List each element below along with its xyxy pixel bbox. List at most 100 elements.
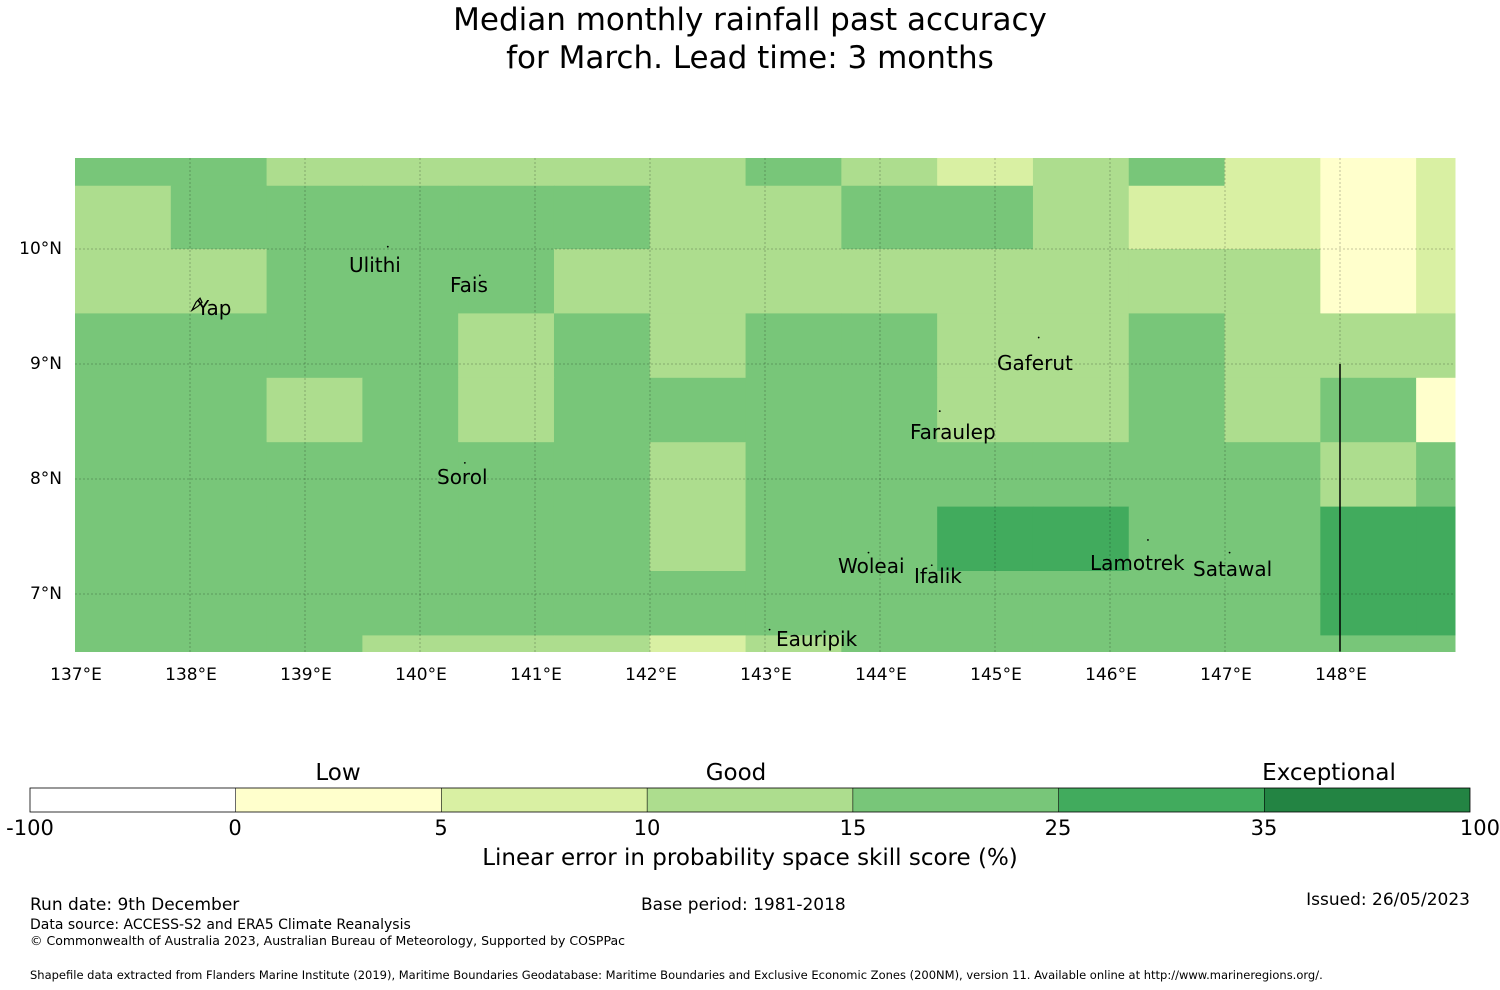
grid-cell <box>266 506 363 572</box>
skill-grid <box>75 158 1456 652</box>
grid-cell <box>458 377 555 443</box>
grid-cell <box>458 249 555 314</box>
grid-cell <box>362 313 459 379</box>
grid-cell <box>841 635 938 652</box>
grid-cell <box>266 249 363 314</box>
grid-cell <box>170 313 268 379</box>
lon-label-139e: 139°E <box>280 665 332 685</box>
grid-cell <box>1416 313 1456 379</box>
grid-cell <box>1224 185 1321 250</box>
grid-cell <box>1128 377 1226 443</box>
grid-cell <box>745 158 842 187</box>
grid-cell <box>1320 313 1417 379</box>
grid-cell <box>649 158 747 187</box>
grid-cell <box>266 442 363 508</box>
grid-cell <box>458 185 555 250</box>
grid-cell <box>553 249 651 314</box>
grid-cell <box>1032 313 1130 379</box>
island-marker <box>478 274 481 277</box>
grid-cell <box>75 506 172 572</box>
lon-label-138e: 138°E <box>165 665 217 685</box>
grid-cell <box>458 158 555 187</box>
place-label-fais: Fais <box>450 273 488 297</box>
grid-cell <box>75 635 172 652</box>
grid-cell <box>458 635 555 652</box>
colorbar-swatch <box>647 788 853 812</box>
island-marker <box>1037 336 1040 339</box>
grid-cell <box>937 506 1034 572</box>
base-period: Base period: 1981-2018 <box>641 895 846 915</box>
grid-cell <box>362 249 459 314</box>
grid-cell <box>745 249 842 314</box>
grid-cell <box>1032 249 1130 314</box>
grid-cell <box>362 442 459 508</box>
grid-cell <box>745 571 842 636</box>
lon-label-143e: 143°E <box>740 665 792 685</box>
category-exceptional-label: Exceptional <box>1262 760 1396 786</box>
grid-cell <box>841 158 938 187</box>
issued-date: Issued: 26/05/2023 <box>1306 890 1470 910</box>
lon-label-141e: 141°E <box>510 665 562 685</box>
lon-label-148e: 148°E <box>1315 665 1367 685</box>
place-label-ifalik: Ifalik <box>914 564 962 588</box>
lon-label-146e: 146°E <box>1085 665 1137 685</box>
grid-cell <box>649 571 747 636</box>
grid-cell <box>553 635 651 652</box>
shapefile-credit: Shapefile data extracted from Flanders M… <box>30 968 1323 982</box>
colorbar-tick: 25 <box>1044 816 1072 840</box>
place-label-satawal: Satawal <box>1193 557 1273 581</box>
lat-label-9n: 9°N <box>29 354 62 374</box>
island-marker <box>867 551 870 554</box>
grid-cell <box>1224 506 1321 572</box>
grid-cell <box>553 377 651 443</box>
grid-cell <box>1224 249 1321 314</box>
grid-cell <box>1032 506 1130 572</box>
grid-cell <box>841 249 938 314</box>
grid-cell <box>1224 442 1321 508</box>
grid-cell <box>458 442 555 508</box>
lat-label-8n: 8°N <box>29 469 62 489</box>
island-outlines <box>190 245 1231 631</box>
colorbar-swatch <box>30 788 236 812</box>
copyright: © Commonwealth of Australia 2023, Austra… <box>30 933 625 948</box>
grid-cell <box>266 158 363 187</box>
place-label-ulithi: Ulithi <box>349 253 401 277</box>
grid-cell <box>1224 377 1321 443</box>
grid-cell <box>553 185 651 250</box>
grid-cell <box>75 377 172 443</box>
grid-cell <box>1320 185 1417 250</box>
grid-cell <box>1416 158 1456 187</box>
grid-cell <box>553 506 651 572</box>
grid-cell <box>937 571 1034 636</box>
grid-cell <box>1416 249 1456 314</box>
island-marker <box>938 410 941 413</box>
colorbar-tick: 100 <box>1459 816 1500 840</box>
grid-cell <box>1224 635 1321 652</box>
grid-cell <box>1416 506 1456 572</box>
grid-cell <box>362 635 459 652</box>
grid-cell <box>1320 506 1417 572</box>
data-source: Data source: ACCESS-S2 and ERA5 Climate … <box>30 917 411 933</box>
grid-cell <box>1416 377 1456 443</box>
grid-cell <box>170 377 268 443</box>
grid-cell <box>170 506 268 572</box>
grid-cell <box>937 313 1034 379</box>
run-date: Run date: 9th December <box>30 895 240 915</box>
grid-cell <box>841 377 938 443</box>
grid-cell <box>170 442 268 508</box>
grid-cell <box>75 442 172 508</box>
grid-cell <box>362 377 459 443</box>
grid-cell <box>1128 313 1226 379</box>
grid-cell <box>841 571 938 636</box>
grid-cell <box>170 571 268 636</box>
grid-cell <box>266 377 363 443</box>
grid-cell <box>1032 185 1130 250</box>
grid-cell <box>458 571 555 636</box>
category-low-label: Low <box>315 760 361 786</box>
colorbar-tick: 5 <box>434 816 448 840</box>
grid-cell <box>362 185 459 250</box>
grid-cell <box>362 158 459 187</box>
grid-cell <box>458 506 555 572</box>
grid-cell <box>649 506 747 572</box>
grid-cell <box>1320 249 1417 314</box>
